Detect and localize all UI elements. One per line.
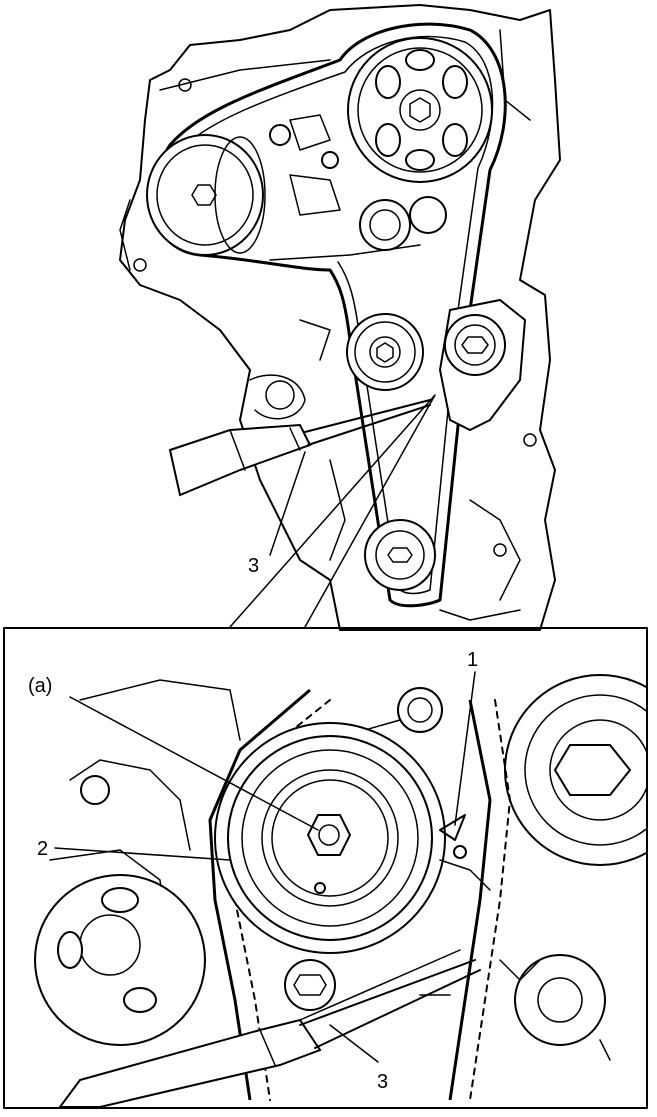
detail-view: (a) 1 2 3	[3, 627, 648, 1109]
engine-block-outline	[119, 4, 561, 631]
leader-line-a	[69, 696, 319, 831]
detail-belt-left	[208, 688, 311, 1101]
callout-2-label: 2	[37, 838, 48, 860]
leader-line-detail-3	[329, 1024, 379, 1063]
crankshaft-timing-pulley	[214, 722, 446, 954]
callout-top-tool-label: 3	[248, 555, 259, 577]
detail-belt-right	[448, 699, 492, 1101]
pulley-bolt	[306, 814, 352, 856]
detail-frame	[3, 627, 648, 1109]
camshaft-pulley-left	[146, 134, 266, 256]
crankshaft-pulley-overview	[346, 313, 424, 391]
detail-cone	[229, 394, 436, 628]
leader-line-top-3	[269, 451, 306, 556]
idler-pulley-upper	[359, 196, 447, 251]
timing-mark-pointer	[439, 814, 466, 841]
callout-1-label: 1	[467, 649, 478, 671]
leader-line-1	[454, 671, 476, 826]
tensioner-pulley-overview	[438, 298, 527, 432]
leader-line-2	[54, 847, 231, 861]
camshaft-pulley-right	[347, 37, 493, 183]
callout-detail-tool-label: 3	[377, 1071, 388, 1093]
engine-overview: 3	[119, 4, 561, 631]
lower-idler-pulley	[364, 519, 436, 591]
screwdriver-tool-overview	[168, 399, 431, 497]
screwdriver-tool-detail	[58, 949, 481, 1107]
callout-detail-view-label: (a)	[28, 675, 52, 697]
timing-belt	[151, 22, 507, 608]
